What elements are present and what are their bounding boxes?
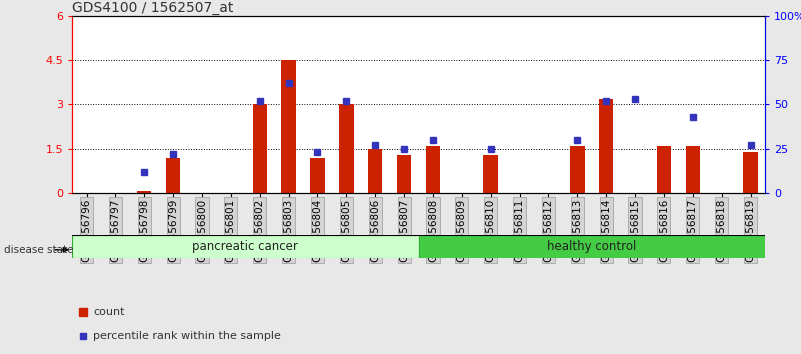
Bar (570, 146, 585, 193)
Bar (657, 146, 671, 193)
Text: GDS4100 / 1562507_at: GDS4100 / 1562507_at (72, 1, 233, 15)
Bar (252, 104, 267, 193)
Text: disease state: disease state (4, 245, 74, 255)
Bar (72, 235, 418, 258)
Bar (166, 158, 180, 193)
Bar (368, 149, 382, 193)
Bar (418, 235, 765, 258)
Text: count: count (93, 307, 125, 317)
Bar (137, 192, 151, 193)
Bar (743, 152, 758, 193)
Bar (396, 155, 411, 193)
Text: healthy control: healthy control (547, 240, 637, 253)
Bar (339, 104, 353, 193)
Bar (484, 155, 498, 193)
Bar (686, 146, 700, 193)
Text: pancreatic cancer: pancreatic cancer (192, 240, 298, 253)
Text: percentile rank within the sample: percentile rank within the sample (93, 331, 281, 341)
Bar (310, 158, 324, 193)
Bar (281, 60, 296, 193)
Bar (599, 98, 614, 193)
Bar (426, 146, 441, 193)
